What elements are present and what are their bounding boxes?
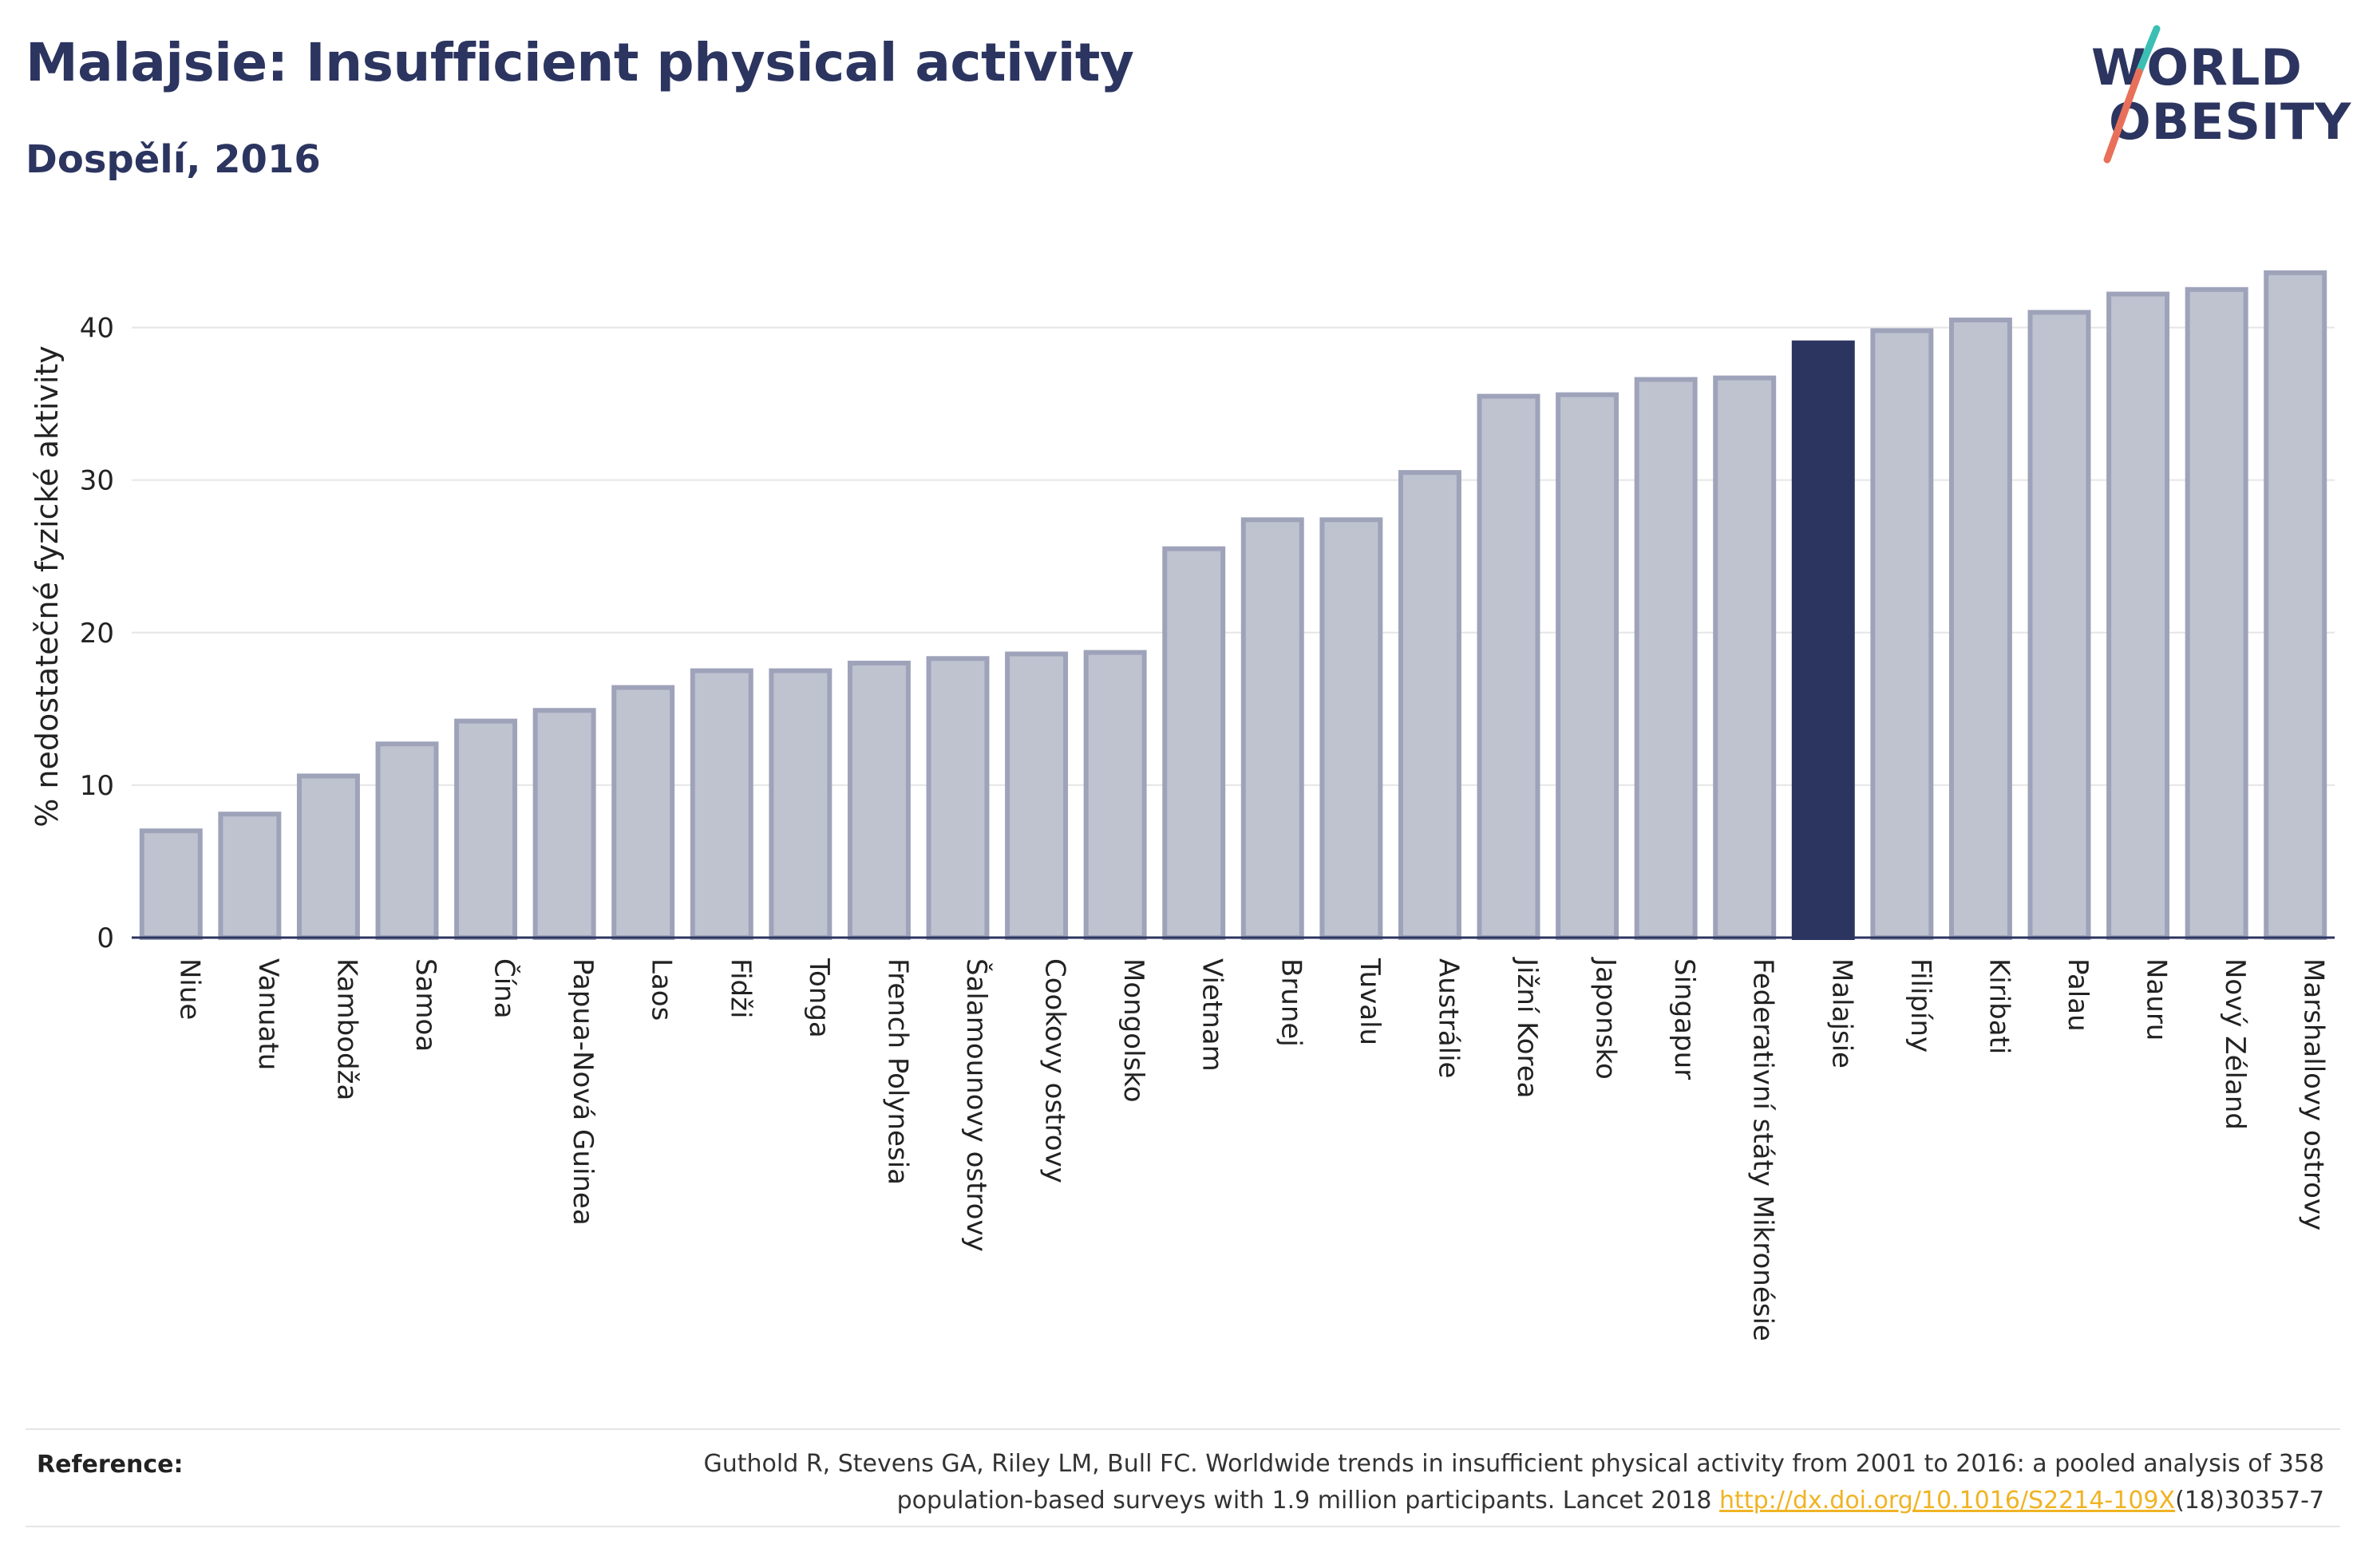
y-tick-label: 10 — [80, 770, 114, 802]
x-tick-label: Nový Zéland — [2219, 958, 2251, 1130]
x-tick-label: Mongolsko — [1117, 958, 1149, 1103]
bar-0 — [139, 828, 203, 940]
bar-22 — [1870, 328, 1934, 940]
footer-divider-top — [26, 1428, 2340, 1430]
reference-line-1: Guthold R, Stevens GA, Riley LM, Bull FC… — [703, 1450, 2324, 1478]
x-tick-label: Tuvalu — [1354, 958, 1386, 1045]
x-tick-label: Niue — [173, 958, 205, 1020]
bar-chart: 0 10 20 30 40 % nedostatečné fyzické aktivity… — [30, 270, 2335, 1341]
reference-text: Guthold R, Stevens GA, Riley LM, Bull FC… — [488, 1446, 2324, 1519]
x-tick-label: Fidži — [724, 958, 756, 1018]
bar-8 — [769, 668, 832, 940]
bar-12 — [1083, 650, 1147, 940]
bar-20 — [1713, 375, 1777, 941]
x-tick-label: Austrálie — [1432, 958, 1464, 1078]
bar-13 — [1162, 546, 1226, 941]
x-tick-label: Vietnam — [1196, 958, 1228, 1072]
bar-26 — [2185, 286, 2248, 940]
chart-subtitle: Dospělí, 2016 — [26, 137, 321, 182]
x-tick-label: Vanuatu — [252, 958, 284, 1070]
bar-23 — [1948, 318, 2012, 940]
bar-11 — [1005, 651, 1069, 940]
logo-slash-icon — [2103, 25, 2161, 164]
x-tick-label: Jižní Korea — [1511, 957, 1543, 1099]
x-tick-label: Kambodža — [330, 958, 362, 1100]
bar-25 — [2106, 291, 2170, 940]
bar-15 — [1319, 517, 1383, 940]
x-tick-label: Brunej — [1275, 958, 1307, 1047]
bar-14 — [1240, 517, 1304, 940]
x-tick-label: Filipíny — [1904, 958, 1936, 1053]
bar-5 — [532, 708, 596, 940]
bar-7 — [690, 668, 753, 940]
x-tick-label: Tonga — [803, 958, 835, 1038]
bar-1 — [218, 812, 282, 941]
x-tick-label: Papua-Nová Guinea — [567, 958, 599, 1226]
x-tick-label: Kiribati — [1983, 958, 2015, 1054]
reference-label: Reference: — [37, 1451, 184, 1479]
reference-doi-link[interactable]: http://dx.doi.org/10.1016/S2214-109X — [1719, 1487, 2176, 1515]
x-tick-label: Čína — [488, 958, 521, 1019]
footer-divider-bottom — [26, 1526, 2340, 1527]
bar-6 — [611, 685, 675, 940]
bar-17 — [1477, 393, 1540, 940]
x-tick-label: Federativní státy Mikronésie — [1747, 958, 1779, 1341]
bar-9 — [847, 661, 911, 940]
world-obesity-logo: WORLD OBESITY — [2083, 24, 2351, 168]
x-tick-label: Singapur — [1668, 958, 1700, 1080]
bar-10 — [926, 656, 990, 940]
y-tick-label: 20 — [80, 618, 114, 650]
y-tick-label: 0 — [97, 922, 114, 954]
bar-19 — [1634, 377, 1698, 940]
chart-title: Malajsie: Insufficient physical activity — [26, 32, 1134, 93]
bar-16 — [1398, 470, 1461, 940]
x-tick-label: Cookovy ostrovy — [1039, 958, 1071, 1183]
reference-line-2-end: (18)30357-7 — [2175, 1487, 2324, 1515]
x-tick-label: French Polynesia — [881, 958, 913, 1185]
y-tick-label: 40 — [80, 313, 114, 345]
bar-2 — [296, 773, 360, 941]
x-tick-label: Laos — [646, 958, 678, 1021]
bar-24 — [2027, 310, 2091, 940]
x-tick-label: Japonsko — [1590, 957, 1622, 1080]
bar-21 — [1791, 340, 1855, 940]
y-tick-label: 30 — [80, 465, 114, 497]
bar-4 — [454, 718, 518, 940]
x-tick-label: Nauru — [2141, 958, 2173, 1041]
bar-18 — [1556, 392, 1619, 940]
logo-text-world: WORLD — [2091, 38, 2303, 97]
reference-line-2: population-based surveys with 1.9 millio… — [896, 1487, 1720, 1515]
x-tick-label: Palau — [2062, 958, 2094, 1032]
y-axis-label: % nedostatečné fyzické aktivity — [30, 346, 65, 827]
bar-3 — [375, 741, 439, 940]
x-tick-label: Šalamounovy ostrovy — [960, 958, 993, 1252]
bar-27 — [2264, 270, 2327, 940]
x-tick-label: Marshallovy ostrovy — [2298, 958, 2330, 1230]
logo-text-obesity: OBESITY — [2109, 93, 2352, 151]
x-tick-label: Malajsie — [1825, 958, 1857, 1068]
x-tick-label: Samoa — [409, 958, 441, 1052]
